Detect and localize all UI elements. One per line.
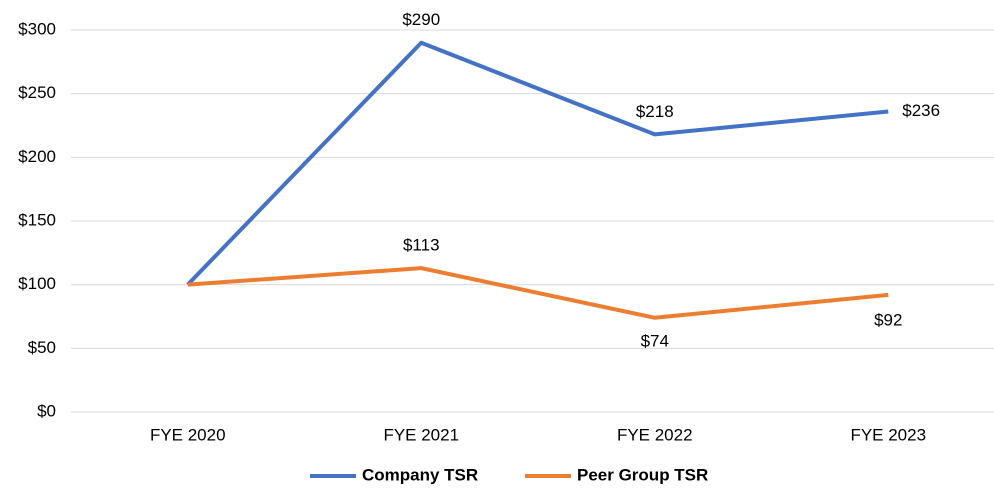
data-label: $92: [874, 310, 902, 329]
data-label: $218: [636, 102, 674, 121]
x-tick-label: FYE 2020: [150, 425, 226, 444]
y-tick-label: $250: [18, 83, 56, 102]
y-tick-label: $300: [18, 19, 56, 38]
x-tick-label: FYE 2021: [383, 425, 459, 444]
data-label: $236: [902, 101, 940, 120]
y-tick-label: $50: [28, 338, 56, 357]
data-label: $74: [641, 331, 669, 350]
y-tick-label: $200: [18, 147, 56, 166]
data-label: $113: [403, 236, 440, 255]
series-line: [186, 40, 889, 287]
x-tick-label: FYE 2022: [617, 425, 693, 444]
y-tick-label: $0: [37, 401, 56, 420]
x-tick-label: FYE 2023: [850, 425, 926, 444]
legend-label: Peer Group TSR: [577, 465, 708, 484]
y-tick-label: $150: [18, 210, 56, 229]
y-tick-label: $100: [18, 274, 56, 293]
series-line: [187, 266, 889, 320]
data-label: $290: [402, 10, 440, 29]
legend-label: Company TSR: [362, 465, 478, 484]
